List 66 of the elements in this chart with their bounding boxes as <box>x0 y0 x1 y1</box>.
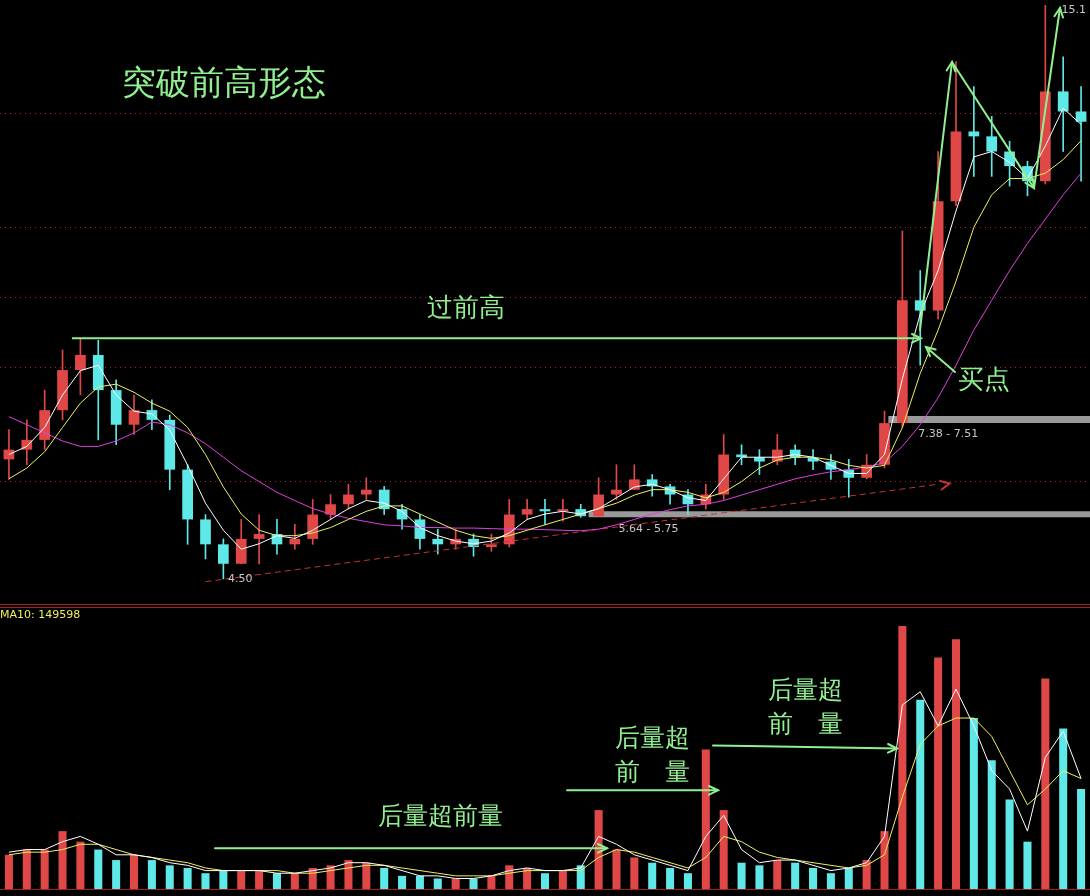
bar <box>1023 841 1032 889</box>
text: MA10: 149598 <box>0 608 81 621</box>
annotation: 后量超前 量 <box>615 723 690 786</box>
bar <box>487 875 496 889</box>
bar <box>558 870 567 889</box>
bar <box>1077 789 1086 889</box>
bar <box>737 862 746 889</box>
bar <box>94 849 103 889</box>
bar <box>791 862 800 889</box>
bar <box>683 873 692 889</box>
bar <box>630 857 639 889</box>
bar <box>969 718 978 889</box>
bar <box>433 878 442 889</box>
bar <box>398 875 407 889</box>
bar <box>469 878 478 889</box>
bar <box>1005 799 1014 889</box>
bar <box>130 854 139 889</box>
bar <box>201 873 210 889</box>
bar <box>880 831 889 889</box>
annotation: 15.1 <box>1061 2 1086 16</box>
bar <box>415 875 424 889</box>
bar <box>773 860 782 889</box>
bar <box>1041 678 1050 889</box>
bar <box>987 760 996 889</box>
bar <box>540 873 550 889</box>
annotation: 买点 <box>958 364 1010 394</box>
bar <box>951 639 960 889</box>
bar <box>1059 728 1068 889</box>
bar <box>219 870 228 889</box>
bar <box>165 865 174 889</box>
annotation: 4.50 <box>228 571 253 585</box>
bar <box>898 626 907 889</box>
bar <box>4 854 13 889</box>
bar <box>916 699 925 889</box>
bar <box>237 870 246 889</box>
bar <box>76 841 85 889</box>
annotation: 后量超前 量 <box>768 675 843 738</box>
bar <box>826 873 835 889</box>
bar <box>451 878 460 889</box>
bar <box>755 865 764 889</box>
bar <box>934 657 943 889</box>
bar <box>809 867 818 889</box>
bar <box>112 860 121 889</box>
bar <box>183 867 192 889</box>
bar <box>147 860 156 889</box>
bar <box>40 849 49 889</box>
bar <box>344 860 353 889</box>
bar <box>612 849 621 889</box>
band-label: 5.64 - 5.75 <box>618 521 679 535</box>
band-label: 7.38 - 7.51 <box>918 427 979 441</box>
bar <box>58 831 67 889</box>
bar <box>255 870 264 889</box>
bar <box>22 849 31 889</box>
bar <box>272 873 281 889</box>
ref-line-label: 过前高 <box>427 292 506 323</box>
annotation: 后量超前量 <box>378 801 503 830</box>
bar <box>719 810 728 889</box>
bar <box>862 860 871 889</box>
bar <box>380 867 389 889</box>
bar <box>290 873 299 889</box>
bar <box>362 862 371 889</box>
bar <box>666 867 675 889</box>
bar <box>844 867 853 889</box>
bar <box>701 749 710 889</box>
text: 突破前高形态 <box>122 62 326 102</box>
bar <box>648 862 657 889</box>
